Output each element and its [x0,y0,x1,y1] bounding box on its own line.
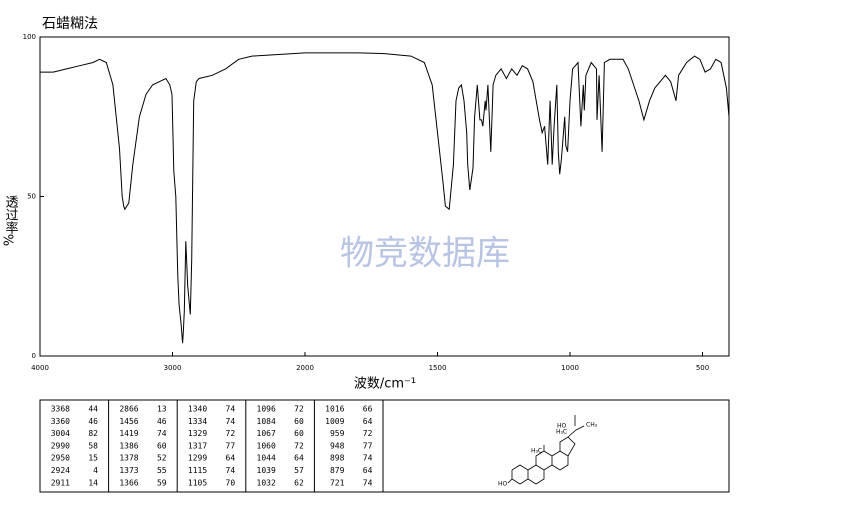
structure-label: H₃C [531,448,542,455]
peak-wavenumber: 1009 [325,417,344,426]
peak-transmittance: 77 [363,441,373,450]
peak-transmittance: 64 [294,454,304,463]
x-tick-label: 3000 [164,364,182,372]
peak-transmittance: 72 [294,405,304,414]
peak-wavenumber: 2990 [51,441,70,450]
peak-transmittance: 72 [363,429,373,438]
peak-transmittance: 57 [294,466,304,475]
peak-wavenumber: 3368 [51,405,70,414]
peak-wavenumber: 1378 [119,454,138,463]
peak-wavenumber: 1016 [325,405,344,414]
peak-wavenumber: 959 [330,429,345,438]
x-tick-label: 1500 [429,364,447,372]
y-axis-label: 透过率 [3,195,19,234]
y-tick-label: 0 [32,352,36,360]
structure-label: HO [557,423,567,430]
x-tick-label: 2000 [296,364,314,372]
peak-wavenumber: 2950 [51,454,70,463]
peak-transmittance: 70 [226,478,236,487]
peak-transmittance: 64 [363,417,373,426]
peak-wavenumber: 879 [330,466,345,475]
x-tick-label: 4000 [31,364,49,372]
chart-title: 石蜡糊法 [42,16,98,32]
peak-transmittance: 74 [226,466,236,475]
peak-transmittance: 77 [226,441,236,450]
peak-transmittance: 64 [226,454,236,463]
spectrum-line [40,52,730,344]
peak-wavenumber: 1084 [257,417,276,426]
peak-wavenumber: 1317 [188,441,207,450]
peak-transmittance: 13 [157,405,167,414]
peak-transmittance: 46 [157,417,167,426]
peak-wavenumber: 1299 [188,454,207,463]
structure-label: H₃C [556,429,567,436]
peak-wavenumber: 1373 [119,466,138,475]
y-tick-label: 100 [23,33,36,41]
peak-transmittance: 66 [363,405,373,414]
peak-wavenumber: 3360 [51,417,70,426]
x-axis-label: 波数/cm⁻¹ [354,377,416,392]
peak-wavenumber: 1105 [188,478,207,487]
peak-wavenumber: 898 [330,454,345,463]
peak-transmittance: 74 [157,429,167,438]
peak-wavenumber: 1329 [188,429,207,438]
peak-transmittance: 52 [157,454,167,463]
peak-wavenumber: 1096 [257,405,276,414]
y-axis-unit: % [3,234,18,246]
table-frame [39,399,730,493]
peak-transmittance: 72 [226,429,236,438]
peak-wavenumber: 1366 [119,478,138,487]
peak-transmittance: 74 [363,478,373,487]
peak-wavenumber: 2924 [51,466,70,475]
peak-transmittance: 59 [157,478,167,487]
peak-transmittance: 82 [88,429,98,438]
peak-transmittance: 62 [294,478,304,487]
peak-transmittance: 72 [294,441,304,450]
peak-wavenumber: 1067 [257,429,276,438]
peak-wavenumber: 1419 [119,429,138,438]
peak-wavenumber: 1032 [257,478,276,487]
x-tick-label: 1000 [561,364,579,372]
x-tick-label: 500 [696,364,709,372]
structure [507,415,585,485]
peak-wavenumber: 1115 [188,466,207,475]
peak-wavenumber: 948 [330,441,345,450]
peak-transmittance: 58 [88,441,98,450]
peak-transmittance: 60 [157,441,167,450]
peak-wavenumber: 2866 [119,405,138,414]
peak-wavenumber: 1334 [188,417,207,426]
peak-transmittance: 74 [363,454,373,463]
peak-transmittance: 55 [157,466,167,475]
plot-frame [39,36,730,357]
peak-transmittance: 15 [88,454,98,463]
peak-transmittance: 14 [88,478,98,487]
peak-wavenumber: 2911 [51,478,70,487]
peak-wavenumber: 1044 [257,454,276,463]
peak-transmittance: 60 [294,417,304,426]
peak-wavenumber: 721 [330,478,345,487]
peak-transmittance: 74 [226,405,236,414]
peak-transmittance: 64 [363,466,373,475]
peak-wavenumber: 1386 [119,441,138,450]
peak-wavenumber: 1039 [257,466,276,475]
structure-label: HO [498,481,508,488]
peak-transmittance: 60 [294,429,304,438]
peak-wavenumber: 1456 [119,417,138,426]
peak-wavenumber: 3004 [51,429,70,438]
y-tick-label: 50 [27,193,36,201]
peak-wavenumber: 1340 [188,405,207,414]
peak-wavenumber: 1060 [257,441,276,450]
peak-transmittance: 74 [226,417,236,426]
watermark: 物竞数据库 [340,234,510,274]
peak-transmittance: 46 [88,417,98,426]
peak-transmittance: 4 [93,466,98,475]
peak-transmittance: 44 [88,405,98,414]
structure-label: CH₃ [586,422,598,429]
